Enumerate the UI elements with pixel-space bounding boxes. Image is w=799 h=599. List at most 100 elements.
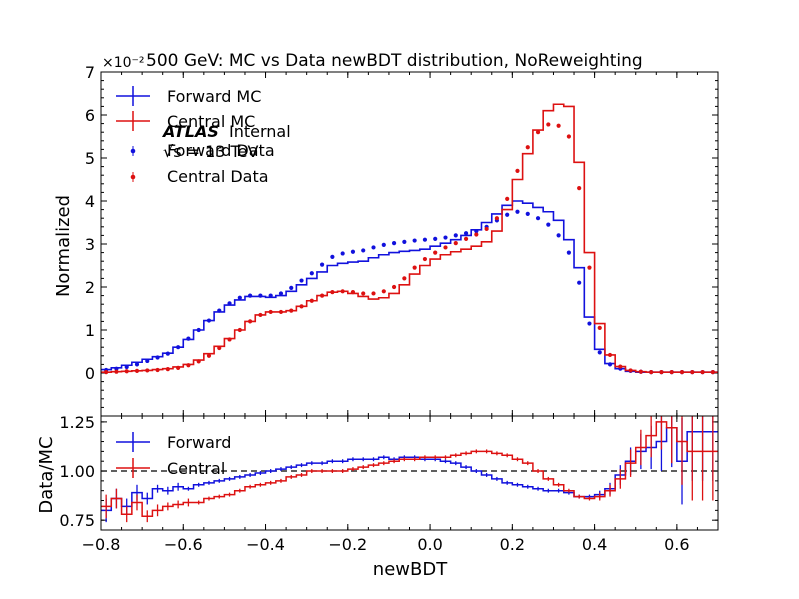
data-point-central-data xyxy=(556,123,561,128)
y-tick-label: 2 xyxy=(85,278,95,297)
data-point-forward-data xyxy=(443,235,448,240)
y-tick-label: 0 xyxy=(85,364,95,383)
data-point-central-data xyxy=(145,368,150,373)
data-point-forward-data xyxy=(217,308,222,313)
x-tick-label: 0.2 xyxy=(500,535,525,554)
data-point-forward-data xyxy=(289,285,294,290)
ratio-plot-panel: Data/MC newBDT −0.8 −0.6 −0.4 −0.2 0.0 0.2 0.4… xyxy=(36,413,719,580)
data-point-forward-data xyxy=(546,222,551,227)
data-point-forward-data xyxy=(371,245,376,250)
data-point-forward-data xyxy=(319,262,325,267)
main-plot-panel: ×10⁻² 500 GeV: MC vs Data newBDT distrib… xyxy=(53,51,719,417)
ratio-y-axis-label: Data/MC xyxy=(36,436,57,513)
data-point-forward-data xyxy=(114,366,119,371)
legend-entry-forward-data: Forward Data xyxy=(130,141,275,160)
data-point-forward-data xyxy=(134,362,140,367)
data-point-central-data xyxy=(638,369,643,374)
data-point-central-data xyxy=(515,168,520,173)
data-point-forward-data xyxy=(474,229,479,234)
data-point-forward-data xyxy=(422,237,428,242)
data-point-central-data xyxy=(155,367,160,373)
data-point-central-data xyxy=(124,369,129,374)
data-point-forward-data xyxy=(453,233,458,238)
data-point-forward-data xyxy=(391,241,397,246)
data-point-central-data xyxy=(258,312,263,318)
data-point-forward-data xyxy=(577,280,582,285)
data-point-central-data xyxy=(649,370,654,375)
x-tick-label: −0.8 xyxy=(82,535,121,554)
data-point-central-data xyxy=(618,364,623,369)
data-point-forward-data xyxy=(463,231,469,236)
data-point-forward-data xyxy=(515,209,520,214)
data-point-central-data xyxy=(227,337,232,342)
legend-label-forward-data: Forward Data xyxy=(167,141,275,160)
data-point-central-data xyxy=(443,245,448,250)
atlas-label-bold: ATLAS xyxy=(161,122,219,141)
data-point-central-data xyxy=(402,276,407,281)
data-point-forward-data xyxy=(248,293,253,298)
data-point-central-data xyxy=(463,236,469,241)
data-point-forward-data xyxy=(381,242,386,247)
data-point-central-data xyxy=(546,122,551,127)
data-point-central-data xyxy=(206,353,212,358)
data-point-forward-data xyxy=(309,271,314,276)
data-point-central-data xyxy=(309,298,314,303)
data-point-central-data xyxy=(659,370,664,375)
data-point-central-data xyxy=(217,345,222,351)
data-point-forward-data xyxy=(145,358,150,364)
data-point-forward-data xyxy=(299,278,304,283)
data-point-forward-data xyxy=(525,211,530,216)
data-point-central-data xyxy=(381,289,386,294)
data-point-central-data xyxy=(422,256,428,262)
data-point-forward-data xyxy=(607,362,613,367)
legend-entry-central: Central xyxy=(116,458,225,478)
data-point-central-data xyxy=(330,290,335,295)
legend-label-forward-mc: Forward MC xyxy=(167,87,261,106)
data-point-central-data xyxy=(114,369,119,374)
data-point-central-data xyxy=(361,291,366,296)
data-point-forward-data xyxy=(340,251,345,256)
data-point-central-data xyxy=(412,265,417,270)
data-point-central-data xyxy=(628,368,633,373)
data-point-forward-data xyxy=(176,345,181,350)
data-point-forward-data xyxy=(535,216,541,221)
data-point-central-data xyxy=(669,370,674,375)
data-point-central-data xyxy=(165,367,170,372)
x-tick-label: −0.2 xyxy=(328,535,367,554)
data-point-forward-data xyxy=(124,364,129,370)
data-point-forward-data xyxy=(258,293,263,298)
data-point-central-data xyxy=(597,325,602,330)
data-point-central-data xyxy=(248,319,253,324)
data-point-forward-data xyxy=(268,293,273,298)
data-point-central-data xyxy=(577,186,582,191)
legend-entry-forward: Forward xyxy=(116,432,231,452)
data-point-forward-data xyxy=(566,250,571,255)
data-point-central-data xyxy=(237,327,242,333)
data-point-central-data xyxy=(319,293,325,298)
data-point-forward-data xyxy=(186,336,191,341)
data-point-central-data xyxy=(679,370,685,375)
data-point-forward-data xyxy=(196,327,201,333)
bottom-axes-frame xyxy=(100,415,719,531)
bottom-legend: Forward Central xyxy=(116,432,231,478)
data-point-central-data xyxy=(484,226,489,232)
data-point-forward-data xyxy=(155,355,160,360)
data-point-forward-data xyxy=(412,238,417,243)
data-point-central-data xyxy=(700,370,705,375)
bottom-series-layer xyxy=(101,416,718,523)
atlas-label: ATLAS Internal √s = 13 TeV xyxy=(161,122,291,161)
data-point-forward-data xyxy=(278,291,284,296)
data-point-central-data xyxy=(186,363,191,368)
top-legend: Forward MC Central MC Forward Data Centr… xyxy=(116,86,275,186)
data-point-central-data xyxy=(710,370,715,375)
x-tick-label: 0.0 xyxy=(417,535,442,554)
ratio-y-tick-label: 1.25 xyxy=(59,413,95,432)
data-point-forward-data xyxy=(227,301,232,306)
data-point-central-data xyxy=(607,352,613,358)
data-point-central-data xyxy=(433,250,438,255)
data-point-forward-data xyxy=(361,248,366,253)
data-point-central-data xyxy=(104,370,109,375)
data-point-central-data xyxy=(391,284,397,290)
data-point-central-data xyxy=(535,130,541,135)
data-point-central-data xyxy=(134,368,140,373)
